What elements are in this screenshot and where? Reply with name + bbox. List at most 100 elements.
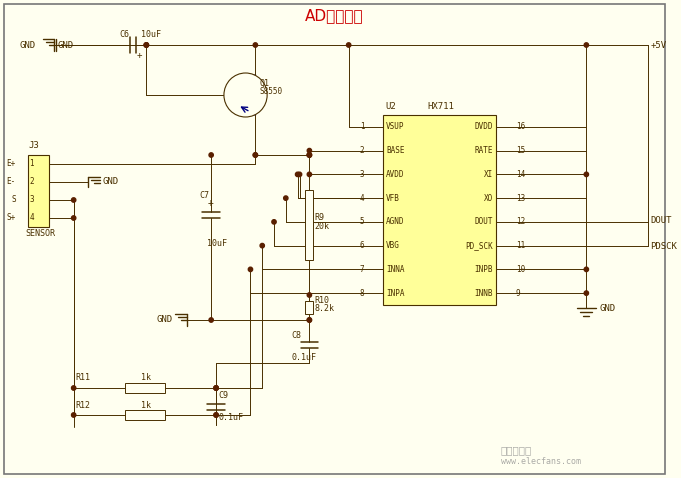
Text: VBG: VBG xyxy=(386,241,400,250)
Text: 8: 8 xyxy=(360,289,364,298)
Text: 10uF: 10uF xyxy=(207,239,227,248)
Circle shape xyxy=(298,172,302,176)
Text: AD采样电路: AD采样电路 xyxy=(304,9,363,23)
Circle shape xyxy=(224,73,267,117)
Text: GND: GND xyxy=(19,41,35,50)
Text: Q1: Q1 xyxy=(259,78,269,87)
Circle shape xyxy=(260,243,264,248)
Text: J3: J3 xyxy=(29,141,39,151)
Text: 10uF: 10uF xyxy=(142,30,161,39)
Bar xyxy=(306,190,313,260)
Text: XO: XO xyxy=(484,194,493,203)
Circle shape xyxy=(307,153,311,157)
Text: 12: 12 xyxy=(516,217,525,227)
Circle shape xyxy=(307,172,311,176)
Text: 0.1uF: 0.1uF xyxy=(291,352,317,361)
Text: S: S xyxy=(11,196,16,205)
Text: BASE: BASE xyxy=(386,146,405,155)
Text: 16: 16 xyxy=(516,122,525,131)
Circle shape xyxy=(307,293,311,297)
Text: DOUT: DOUT xyxy=(650,217,671,225)
Circle shape xyxy=(249,267,253,272)
Text: INPB: INPB xyxy=(475,265,493,274)
Bar xyxy=(125,410,165,420)
Circle shape xyxy=(253,153,257,157)
Circle shape xyxy=(209,318,213,322)
Text: SENSOR: SENSOR xyxy=(25,228,56,238)
Text: 4: 4 xyxy=(360,194,364,203)
Circle shape xyxy=(272,220,276,224)
Text: 电子发烧友: 电子发烧友 xyxy=(501,445,532,455)
Text: C7: C7 xyxy=(200,191,209,199)
Text: 11: 11 xyxy=(516,241,525,250)
Text: 10: 10 xyxy=(516,265,525,274)
Text: 4: 4 xyxy=(29,214,34,222)
Text: 1: 1 xyxy=(360,122,364,131)
Circle shape xyxy=(584,43,588,47)
Text: R12: R12 xyxy=(76,401,91,410)
Circle shape xyxy=(584,267,588,272)
Circle shape xyxy=(253,153,257,157)
Circle shape xyxy=(72,216,76,220)
Text: DVDD: DVDD xyxy=(475,122,493,131)
Text: 13: 13 xyxy=(516,194,525,203)
Circle shape xyxy=(214,386,218,390)
Text: +: + xyxy=(207,198,213,208)
Bar xyxy=(27,155,49,227)
Text: DOUT: DOUT xyxy=(475,217,493,227)
Text: VFB: VFB xyxy=(386,194,400,203)
Text: 6: 6 xyxy=(360,241,364,250)
Text: R10: R10 xyxy=(315,296,330,305)
Text: 2: 2 xyxy=(360,146,364,155)
Text: 1k: 1k xyxy=(141,373,151,382)
Text: GND: GND xyxy=(599,304,615,313)
Text: VSUP: VSUP xyxy=(386,122,405,131)
Text: 1: 1 xyxy=(29,160,34,169)
Text: INNB: INNB xyxy=(475,289,493,298)
Circle shape xyxy=(347,43,351,47)
Text: 20k: 20k xyxy=(315,221,330,230)
Circle shape xyxy=(72,413,76,417)
Bar xyxy=(125,383,165,393)
Text: AGND: AGND xyxy=(386,217,405,227)
Text: GND: GND xyxy=(157,315,173,325)
Circle shape xyxy=(307,153,311,157)
Text: 0.1uF: 0.1uF xyxy=(218,413,243,422)
Text: E-: E- xyxy=(6,177,16,186)
Circle shape xyxy=(144,43,148,47)
Text: C6: C6 xyxy=(120,30,130,39)
Text: 1k: 1k xyxy=(141,401,151,410)
Circle shape xyxy=(144,43,148,47)
Text: C8: C8 xyxy=(291,330,302,339)
Text: 7: 7 xyxy=(360,265,364,274)
Text: HX711: HX711 xyxy=(427,101,454,110)
Text: AVDD: AVDD xyxy=(386,170,405,179)
Text: www.elecfans.com: www.elecfans.com xyxy=(501,457,581,467)
Text: S8550: S8550 xyxy=(259,87,283,96)
Text: 5: 5 xyxy=(360,217,364,227)
Text: XI: XI xyxy=(484,170,493,179)
Text: RATE: RATE xyxy=(475,146,493,155)
Text: 2: 2 xyxy=(29,177,34,186)
Text: GND: GND xyxy=(102,177,118,186)
Text: 3: 3 xyxy=(29,196,34,205)
Circle shape xyxy=(307,318,311,322)
Circle shape xyxy=(284,196,288,200)
Text: E+: E+ xyxy=(6,160,16,169)
Text: S+: S+ xyxy=(6,214,16,222)
Circle shape xyxy=(307,318,311,322)
Circle shape xyxy=(296,172,300,176)
Text: R11: R11 xyxy=(76,373,91,382)
Text: +5V: +5V xyxy=(650,41,666,50)
Text: +: + xyxy=(136,51,142,59)
Circle shape xyxy=(214,413,218,417)
Circle shape xyxy=(584,172,588,176)
Bar xyxy=(306,301,313,314)
Circle shape xyxy=(214,386,218,390)
Text: 8.2k: 8.2k xyxy=(315,304,334,313)
Circle shape xyxy=(307,149,311,153)
Text: PDSCK: PDSCK xyxy=(650,242,677,251)
Circle shape xyxy=(72,386,76,390)
Text: 3: 3 xyxy=(360,170,364,179)
Circle shape xyxy=(584,291,588,295)
